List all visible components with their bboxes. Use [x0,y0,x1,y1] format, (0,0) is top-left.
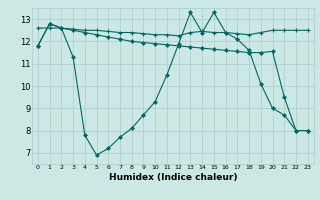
X-axis label: Humidex (Indice chaleur): Humidex (Indice chaleur) [108,173,237,182]
